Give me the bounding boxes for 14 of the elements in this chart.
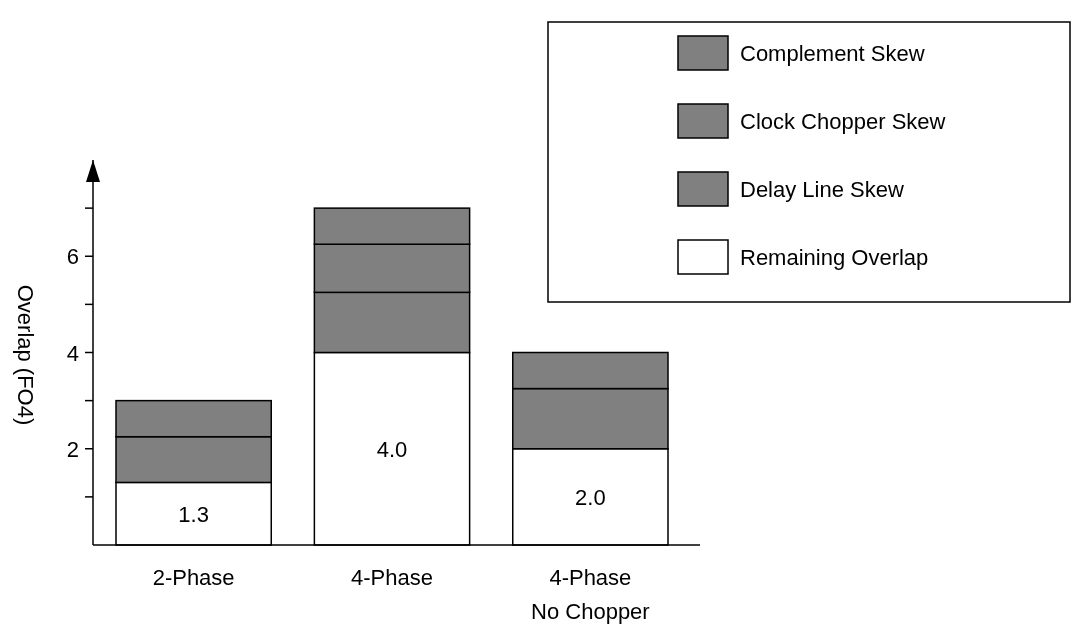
data-label: 4.0 — [376, 436, 408, 462]
legend-label: Remaining Overlap — [740, 245, 929, 270]
data-label: 1.3 — [178, 501, 209, 527]
data-label: 2.0 — [575, 484, 606, 510]
legend-label: Delay Line Skew — [740, 177, 904, 202]
x-tick-label: 4-Phase No Chopper — [531, 565, 650, 624]
y-axis-title: Overlap (FO4) — [13, 284, 38, 426]
legend-label: Complement Skew — [740, 41, 925, 66]
legend-label: Clock Chopper Skew — [740, 109, 946, 134]
x-tick-label: 4-Phase — [351, 565, 433, 590]
x-tick-label: 2-Phase — [152, 565, 235, 590]
y-tick-label: 4 — [66, 340, 79, 366]
y-tick-label: 6 — [66, 244, 79, 270]
y-tick-label: 2 — [66, 436, 79, 462]
